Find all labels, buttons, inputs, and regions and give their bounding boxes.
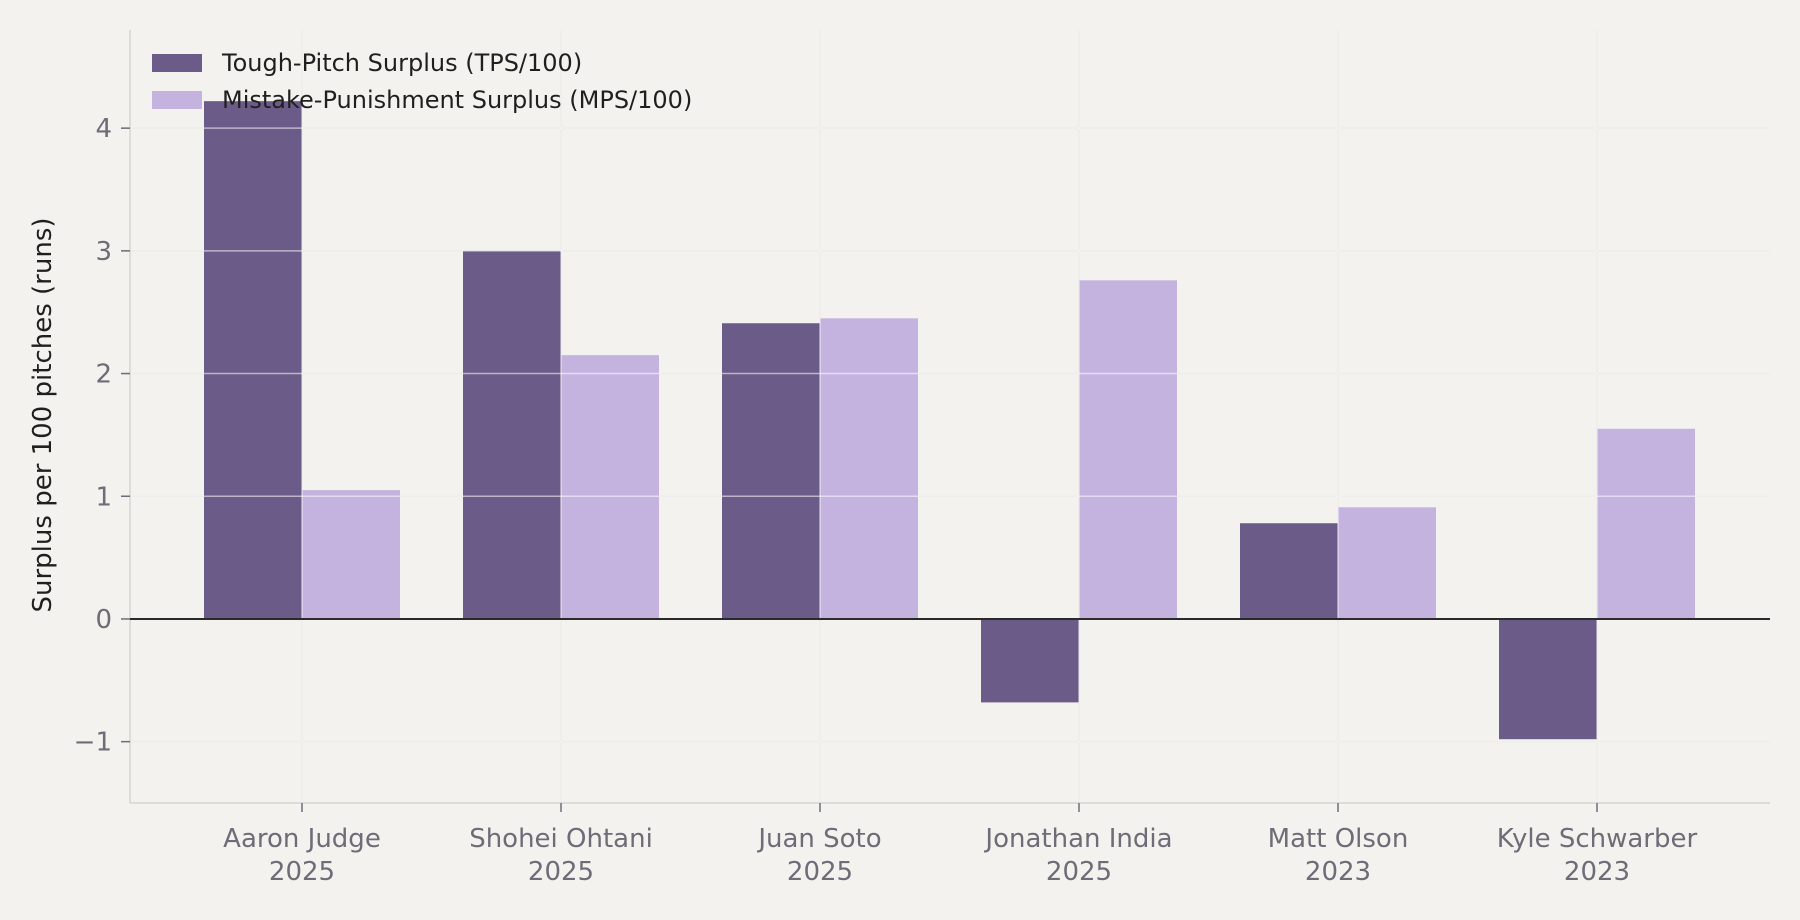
y-tick-label: −1 bbox=[74, 728, 112, 758]
x-tick-label-player: Juan Soto bbox=[756, 824, 881, 854]
bar-mps bbox=[820, 318, 918, 619]
grid-overlay bbox=[130, 30, 1770, 803]
legend-label-mps: Mistake-Punishment Surplus (MPS/100) bbox=[222, 86, 692, 114]
legend-label-tps: Tough-Pitch Surplus (TPS/100) bbox=[221, 49, 582, 77]
bar-tps bbox=[722, 323, 820, 619]
bars bbox=[204, 101, 1695, 740]
bar-tps bbox=[204, 101, 302, 619]
x-tick-label-player: Shohei Ohtani bbox=[469, 824, 653, 854]
x-tick-label-season: 2023 bbox=[1305, 857, 1371, 887]
y-tick-label: 4 bbox=[95, 114, 112, 144]
bar-tps bbox=[1240, 523, 1338, 619]
x-tick-label-season: 2025 bbox=[787, 857, 853, 887]
x-tick-label-player: Aaron Judge bbox=[223, 824, 381, 854]
legend-swatch-tps bbox=[152, 54, 202, 72]
legend-swatch-mps bbox=[152, 91, 202, 109]
x-tick-label-player: Matt Olson bbox=[1268, 824, 1409, 854]
bar-tps bbox=[1499, 618, 1597, 740]
bar-mps bbox=[1338, 507, 1436, 619]
y-tick-label: 2 bbox=[95, 360, 112, 390]
legend: Tough-Pitch Surplus (TPS/100) Mistake-Pun… bbox=[152, 49, 692, 114]
x-tick-label-season: 2025 bbox=[528, 857, 594, 887]
x-tick-label-player: Kyle Schwarber bbox=[1497, 824, 1698, 854]
bar-tps bbox=[463, 250, 561, 619]
bar-mps bbox=[561, 355, 659, 619]
x-tick-label-player: Jonathan India bbox=[983, 824, 1172, 854]
bar-mps bbox=[1079, 280, 1177, 619]
bar-mps bbox=[302, 490, 400, 619]
y-tick-label: 0 bbox=[95, 605, 112, 635]
y-axis-label: Surplus per 100 pitches (runs) bbox=[28, 217, 58, 612]
y-tick-label: 1 bbox=[95, 482, 112, 512]
y-tick-label: 3 bbox=[95, 237, 112, 267]
x-tick-label-season: 2023 bbox=[1564, 857, 1630, 887]
x-tick-label-season: 2025 bbox=[269, 857, 335, 887]
x-tick-label-season: 2025 bbox=[1046, 857, 1112, 887]
bar-mps bbox=[1597, 428, 1695, 619]
bar-tps bbox=[981, 618, 1079, 703]
